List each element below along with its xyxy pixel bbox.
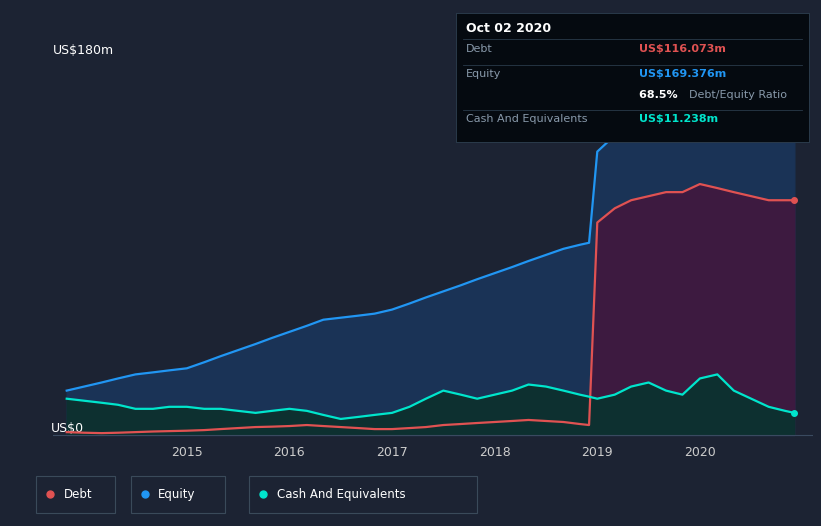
Text: US$11.238m: US$11.238m [640, 114, 718, 124]
Text: US$180m: US$180m [53, 44, 114, 57]
Text: Cash And Equivalents: Cash And Equivalents [277, 488, 405, 501]
Text: Debt: Debt [64, 488, 92, 501]
Text: US$169.376m: US$169.376m [640, 68, 727, 78]
Text: Cash And Equivalents: Cash And Equivalents [466, 114, 588, 124]
Text: Debt: Debt [466, 44, 493, 54]
Text: US$116.073m: US$116.073m [640, 44, 726, 54]
Text: 68.5%: 68.5% [640, 90, 681, 100]
Text: Equity: Equity [158, 488, 195, 501]
Text: Debt/Equity Ratio: Debt/Equity Ratio [689, 90, 787, 100]
Text: Equity: Equity [466, 68, 502, 78]
Text: Oct 02 2020: Oct 02 2020 [466, 22, 552, 35]
Text: US$0: US$0 [51, 422, 85, 436]
